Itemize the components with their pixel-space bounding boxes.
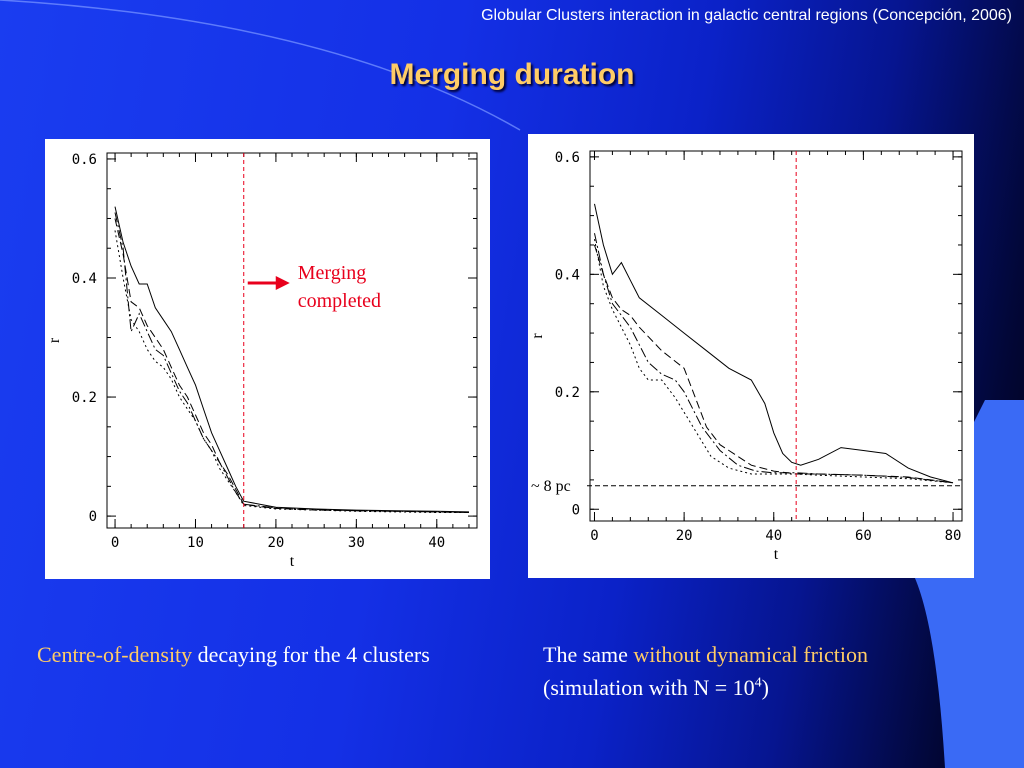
- x-tick-label: 0: [590, 528, 598, 544]
- annotation-text-line2: completed: [298, 290, 381, 312]
- annotation-arrow-head: [275, 276, 290, 290]
- y-tick-label: 0.2: [72, 390, 97, 406]
- series-line-2: [594, 244, 954, 484]
- caption-right: The same without dynamical friction (sim…: [543, 638, 983, 704]
- y-tick-label: 0.2: [555, 385, 580, 401]
- caption-right-highlight: without dynamical friction: [633, 642, 869, 667]
- y-axis-label: r: [46, 337, 63, 343]
- slide-title: Merging duration: [389, 58, 635, 91]
- plot-frame: [106, 152, 478, 529]
- x-axis-label: t: [774, 546, 779, 563]
- reference-label-background: [528, 472, 587, 495]
- chart-with-friction: 0 10 20 30 40 0 0.2 0.4 0.6 t r Merging completed: [46, 152, 478, 570]
- y-tick-label: 0.6: [72, 152, 97, 168]
- corner-shape: [905, 400, 1024, 768]
- caption-left: Centre-of-density decaying for the 4 clu…: [37, 638, 477, 671]
- x-tick-label: 40: [428, 535, 445, 551]
- caption-left-text: decaying for the 4 clusters: [192, 642, 430, 667]
- y-tick-label: 0: [89, 509, 97, 525]
- caption-right-prefix: The same: [543, 642, 634, 667]
- series-line-4: [594, 233, 954, 484]
- y-axis-label: r: [529, 333, 546, 339]
- annotation-text-line1: Merging: [298, 262, 367, 284]
- caption-right-suffix: ): [761, 675, 769, 700]
- x-tick-label: 20: [676, 528, 693, 544]
- series-line-1: [114, 206, 470, 513]
- y-tick-label: 0.4: [555, 267, 580, 283]
- x-tick-label: 40: [765, 528, 782, 544]
- series-line-3: [114, 230, 469, 513]
- plot-frame: [589, 150, 963, 522]
- y-tick-label: 0.6: [555, 150, 580, 166]
- x-tick-label: 80: [945, 528, 962, 544]
- y-tick-label: 0.4: [72, 271, 97, 287]
- reference-line-label: ~ 8 pc: [531, 478, 571, 495]
- presentation-subtitle: Globular Clusters interaction in galacti…: [481, 7, 1012, 24]
- x-tick-label: 30: [348, 535, 365, 551]
- y-tick-label: 0: [572, 502, 580, 518]
- series-line-4: [114, 212, 470, 513]
- chart-panel-with-friction: 0 10 20 30 40 0 0.2 0.4 0.6 t r Merging completed: [45, 139, 490, 579]
- caption-right-exponent: 4: [754, 675, 762, 691]
- x-tick-label: 60: [855, 528, 872, 544]
- x-tick-label: 20: [267, 535, 284, 551]
- chart-without-friction: 0 20 40 60 80 0 0.2 0.4 0.6 t r ~ 8 pc: [528, 150, 963, 563]
- chart-panel-without-friction: 0 20 40 60 80 0 0.2 0.4 0.6 t r ~ 8 pc: [528, 134, 974, 578]
- series-line-1: [594, 203, 954, 484]
- x-tick-label: 10: [187, 535, 204, 551]
- x-tick-label: 0: [111, 535, 119, 551]
- caption-right-line2: (simulation with N = 10: [543, 675, 755, 700]
- series-line-3: [594, 239, 954, 484]
- x-axis-label: t: [290, 553, 295, 570]
- caption-left-highlight: Centre-of-density: [37, 642, 193, 667]
